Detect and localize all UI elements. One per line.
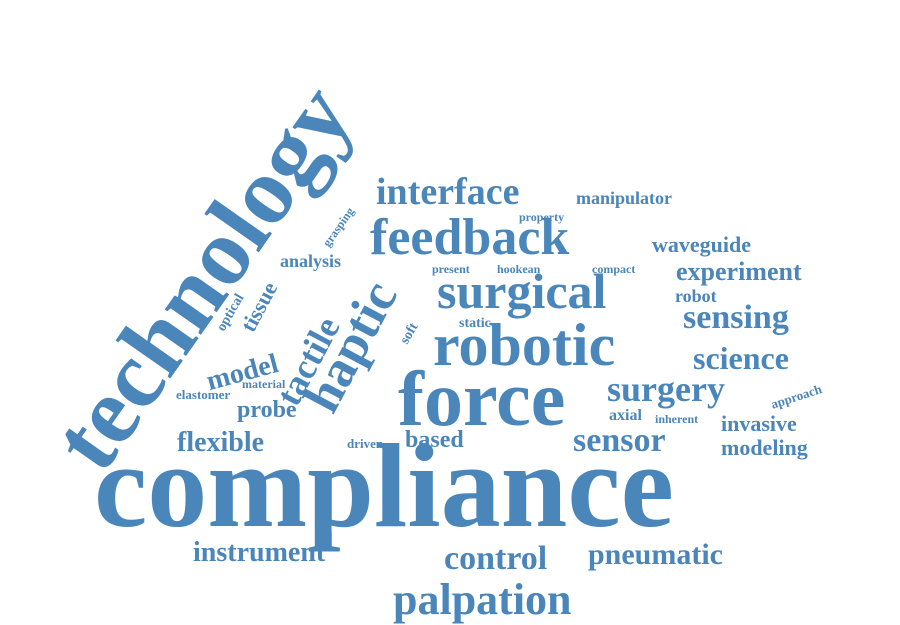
word-property: property — [519, 210, 565, 224]
word-robotic: robotic — [433, 312, 616, 378]
word-force: force — [398, 355, 566, 442]
word-elastomer: elastomer — [176, 387, 231, 402]
word-approach: approach — [768, 381, 824, 412]
word-static: static — [459, 316, 491, 331]
word-waveguide: waveguide — [652, 232, 751, 257]
word-control: control — [444, 540, 548, 577]
word-robot: robot — [675, 286, 717, 306]
word-surgical: surgical — [437, 263, 607, 319]
word-interface: interface — [376, 171, 520, 213]
word-feedback: feedback — [370, 209, 570, 266]
word-compact: compact — [592, 262, 636, 276]
word-palpation: palpation — [393, 575, 572, 624]
word-experiment: experiment — [676, 257, 802, 286]
word-instrument: instrument — [193, 537, 326, 568]
word-flexible: flexible — [177, 427, 265, 458]
word-analysis: analysis — [280, 251, 342, 271]
word-invasive: invasive — [721, 411, 797, 436]
word-compliance: compliance — [94, 419, 674, 552]
word-axial: axial — [609, 407, 642, 424]
word-material: material — [242, 377, 286, 391]
word-science: science — [693, 340, 789, 376]
word-probe: probe — [237, 397, 297, 423]
word-soft: soft — [397, 320, 422, 347]
word-present: present — [432, 262, 470, 276]
word-modeling: modeling — [721, 435, 808, 460]
word-surgery: surgery — [607, 369, 725, 409]
word-pneumatic: pneumatic — [588, 538, 723, 571]
word-grasping: grasping — [319, 204, 357, 250]
word-based: based — [405, 427, 464, 453]
word-inherent: inherent — [655, 412, 699, 426]
word-sensor: sensor — [573, 422, 666, 459]
word-sensing: sensing — [683, 299, 789, 336]
word-driven: driven — [347, 436, 384, 451]
word-hookean: hookean — [497, 262, 541, 276]
word-manipulator: manipulator — [576, 188, 673, 208]
